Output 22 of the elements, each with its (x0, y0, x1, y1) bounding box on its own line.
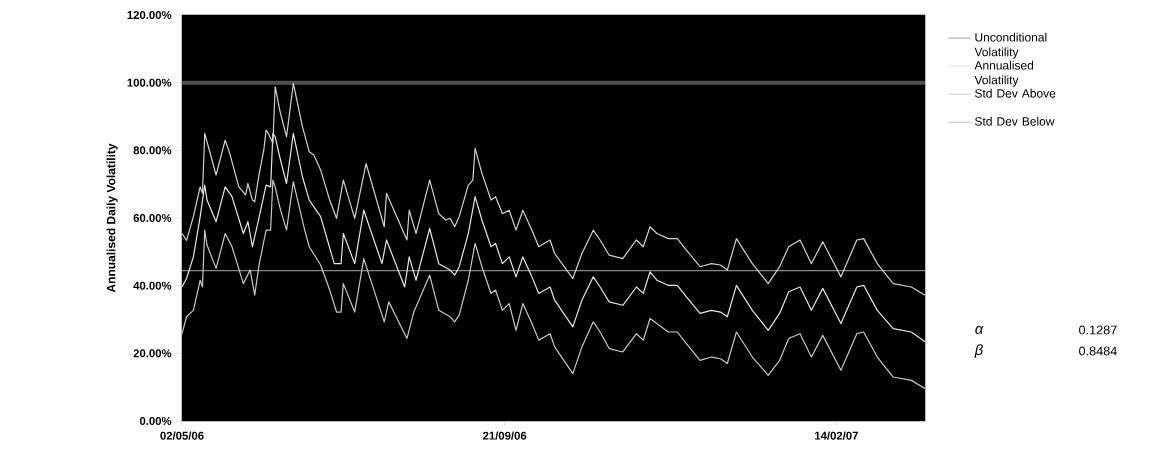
text: α (975, 325, 984, 334)
y-tick-label: 0.00% (139, 416, 172, 425)
line-series (182, 179, 925, 390)
y-tick-label: 80.00% (133, 146, 172, 155)
x-tick-label: 21/09/06 (482, 431, 527, 440)
y-tick-label: 100.00% (127, 78, 172, 87)
y-axis-title: Annualised Daily Volatility (106, 143, 118, 293)
y-tick-label: 120.00% (127, 10, 172, 19)
text: 0.1287 (1079, 325, 1117, 335)
y-tick-label: 40.00% (133, 281, 172, 290)
legend-label: Annualised Volatility (974, 60, 1034, 87)
text: β (974, 344, 983, 358)
text: 0.8484 (1079, 346, 1117, 356)
y-tick-label: 20.00% (133, 349, 172, 358)
x-tick-label: 02/05/06 (160, 431, 204, 440)
legend-label: Unconditional Volatility (974, 32, 1047, 59)
line-series (182, 132, 925, 343)
y-tick-label: 60.00% (133, 213, 172, 222)
legend-label: Std Dev Below (975, 116, 1055, 126)
legend-label: Std Dev Above (975, 88, 1056, 98)
line-series (182, 82, 925, 296)
x-tick-label: 14/02/07 (815, 431, 858, 440)
